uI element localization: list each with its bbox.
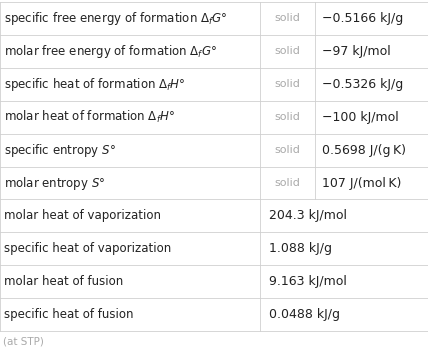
Text: 204.3 kJ/mol: 204.3 kJ/mol [269,210,347,222]
Text: solid: solid [274,13,300,23]
Text: (at STP): (at STP) [3,337,45,347]
Text: −0.5326 kJ/g: −0.5326 kJ/g [322,78,404,91]
Text: solid: solid [274,178,300,188]
Text: 0.5698 J/(g K): 0.5698 J/(g K) [322,144,406,157]
Text: molar heat of formation $\Delta_f H°$: molar heat of formation $\Delta_f H°$ [4,109,175,125]
Text: 1.088 kJ/g: 1.088 kJ/g [269,242,332,255]
Text: 107 J/(mol K): 107 J/(mol K) [322,176,401,190]
Text: −100 kJ/mol: −100 kJ/mol [322,111,399,124]
Text: solid: solid [274,79,300,89]
Text: molar free energy of formation $\Delta_f G°$: molar free energy of formation $\Delta_f… [4,43,217,60]
Text: specific heat of formation $\Delta_f H°$: specific heat of formation $\Delta_f H°$ [4,76,186,93]
Text: molar heat of fusion: molar heat of fusion [4,275,124,288]
Text: solid: solid [274,145,300,155]
Text: −0.5166 kJ/g: −0.5166 kJ/g [322,12,404,25]
Text: specific heat of fusion: specific heat of fusion [4,308,134,321]
Text: solid: solid [274,46,300,56]
Text: molar entropy $S°$: molar entropy $S°$ [4,175,106,191]
Text: 0.0488 kJ/g: 0.0488 kJ/g [269,308,340,321]
Text: molar heat of vaporization: molar heat of vaporization [4,210,161,222]
Text: specific free energy of formation $\Delta_f G°$: specific free energy of formation $\Delt… [4,10,228,27]
Text: specific entropy $S°$: specific entropy $S°$ [4,142,116,159]
Text: 9.163 kJ/mol: 9.163 kJ/mol [269,275,347,288]
Text: −97 kJ/mol: −97 kJ/mol [322,45,391,58]
Text: specific heat of vaporization: specific heat of vaporization [4,242,172,255]
Text: solid: solid [274,112,300,122]
